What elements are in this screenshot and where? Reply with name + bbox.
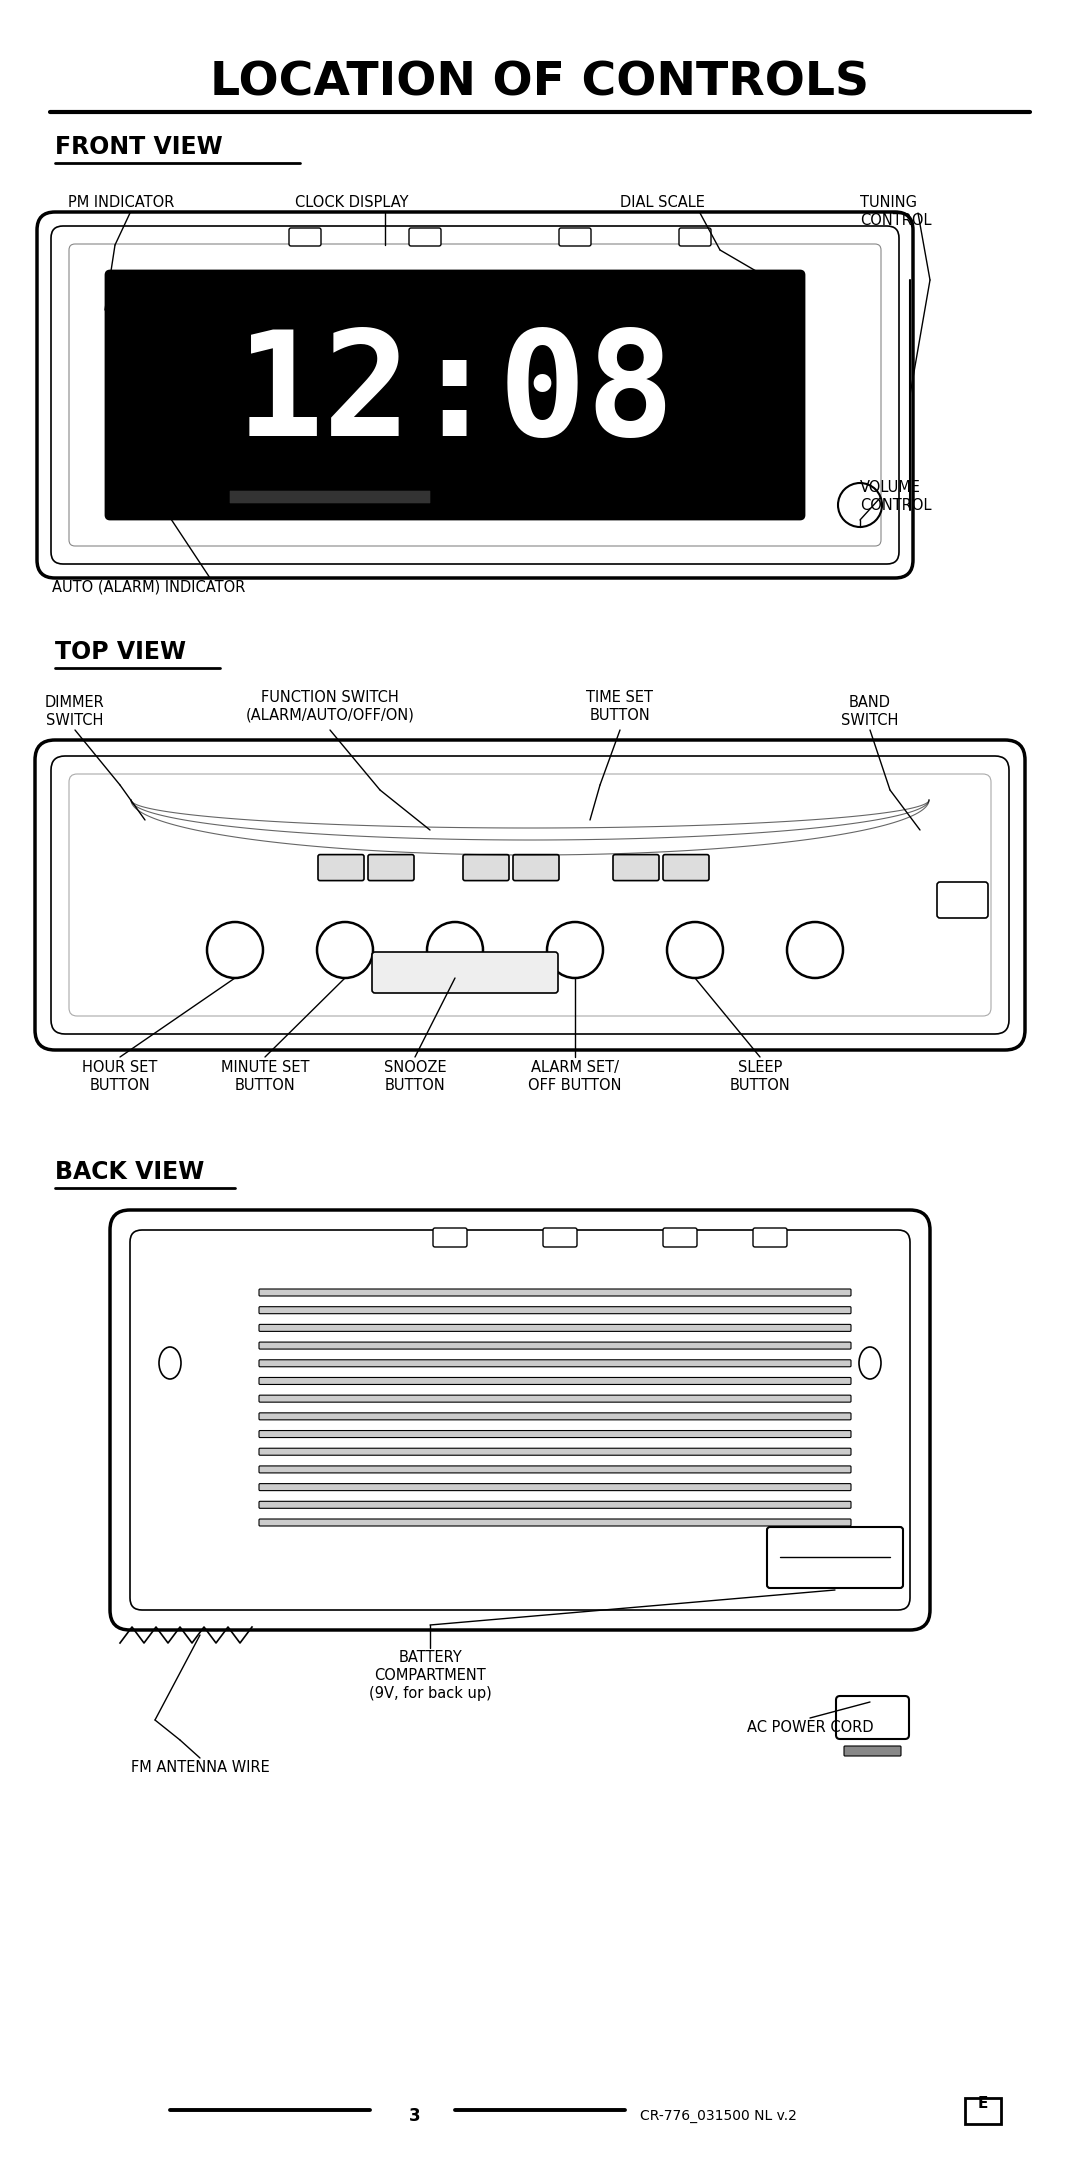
FancyBboxPatch shape: [368, 855, 414, 880]
FancyBboxPatch shape: [409, 229, 441, 246]
Text: E: E: [977, 2095, 988, 2111]
Text: DIAL SCALE: DIAL SCALE: [620, 194, 705, 209]
FancyBboxPatch shape: [679, 229, 711, 246]
FancyBboxPatch shape: [372, 952, 558, 993]
Text: MINUTE SET
BUTTON: MINUTE SET BUTTON: [220, 1060, 309, 1092]
Text: 12:08: 12:08: [235, 324, 675, 466]
FancyBboxPatch shape: [937, 883, 988, 917]
Text: CLOCK DISPLAY: CLOCK DISPLAY: [295, 194, 408, 209]
Text: 3: 3: [409, 2106, 421, 2126]
Circle shape: [787, 921, 843, 978]
FancyBboxPatch shape: [259, 1288, 851, 1297]
Text: FUNCTION SWITCH
(ALARM/AUTO/OFF/ON): FUNCTION SWITCH (ALARM/AUTO/OFF/ON): [245, 691, 415, 723]
FancyBboxPatch shape: [836, 1696, 909, 1739]
FancyBboxPatch shape: [259, 1377, 851, 1385]
FancyBboxPatch shape: [318, 855, 364, 880]
Text: ALARM SET/
OFF BUTTON: ALARM SET/ OFF BUTTON: [528, 1060, 622, 1092]
FancyBboxPatch shape: [51, 227, 899, 563]
FancyBboxPatch shape: [613, 855, 659, 880]
Text: BATTERY
COMPARTMENT
(9V, for back up): BATTERY COMPARTMENT (9V, for back up): [368, 1651, 491, 1701]
Text: PM INDICATOR: PM INDICATOR: [68, 194, 174, 209]
FancyBboxPatch shape: [559, 229, 591, 246]
FancyBboxPatch shape: [259, 1483, 851, 1491]
Text: SNOOZE
BUTTON: SNOOZE BUTTON: [383, 1060, 446, 1092]
FancyBboxPatch shape: [259, 1413, 851, 1420]
FancyBboxPatch shape: [259, 1448, 851, 1454]
FancyBboxPatch shape: [35, 740, 1025, 1051]
FancyBboxPatch shape: [463, 855, 509, 880]
Circle shape: [318, 921, 373, 978]
FancyBboxPatch shape: [289, 229, 321, 246]
FancyBboxPatch shape: [767, 1528, 903, 1588]
Text: BACK VIEW: BACK VIEW: [55, 1161, 204, 1185]
FancyBboxPatch shape: [753, 1228, 787, 1247]
FancyBboxPatch shape: [433, 1228, 467, 1247]
Text: FM ANTENNA WIRE: FM ANTENNA WIRE: [131, 1761, 269, 1776]
FancyBboxPatch shape: [663, 1228, 697, 1247]
Text: CR-776_031500 NL v.2: CR-776_031500 NL v.2: [640, 2108, 797, 2123]
FancyBboxPatch shape: [69, 244, 881, 546]
Text: DIMMER
SWITCH: DIMMER SWITCH: [45, 695, 105, 727]
FancyBboxPatch shape: [259, 1502, 851, 1508]
Text: BAND
SWITCH: BAND SWITCH: [841, 695, 899, 727]
Bar: [966, 2098, 1001, 2123]
Text: AUTO (ALARM) INDICATOR: AUTO (ALARM) INDICATOR: [52, 581, 245, 596]
Text: TOP VIEW: TOP VIEW: [55, 641, 186, 665]
FancyBboxPatch shape: [259, 1325, 851, 1331]
Text: LOCATION OF CONTROLS: LOCATION OF CONTROLS: [211, 60, 869, 106]
Text: TUNING
CONTROL: TUNING CONTROL: [860, 194, 931, 229]
FancyBboxPatch shape: [543, 1228, 577, 1247]
FancyBboxPatch shape: [259, 1360, 851, 1366]
Circle shape: [207, 921, 264, 978]
FancyBboxPatch shape: [259, 1396, 851, 1403]
Text: SLEEP
BUTTON: SLEEP BUTTON: [730, 1060, 791, 1092]
FancyBboxPatch shape: [259, 1308, 851, 1314]
Text: HOUR SET
BUTTON: HOUR SET BUTTON: [82, 1060, 158, 1092]
Text: TIME SET
BUTTON: TIME SET BUTTON: [586, 691, 653, 723]
Text: VOLUME
CONTROL: VOLUME CONTROL: [860, 479, 931, 514]
Ellipse shape: [859, 1347, 881, 1379]
FancyBboxPatch shape: [106, 272, 804, 520]
FancyBboxPatch shape: [259, 1519, 851, 1526]
Circle shape: [838, 483, 882, 527]
FancyBboxPatch shape: [663, 855, 708, 880]
FancyBboxPatch shape: [513, 855, 559, 880]
Circle shape: [427, 921, 483, 978]
FancyBboxPatch shape: [843, 1746, 901, 1757]
Circle shape: [546, 921, 603, 978]
FancyBboxPatch shape: [51, 755, 1009, 1034]
FancyBboxPatch shape: [259, 1342, 851, 1349]
Ellipse shape: [159, 1347, 181, 1379]
FancyBboxPatch shape: [130, 1230, 910, 1610]
Circle shape: [667, 921, 723, 978]
Text: FRONT VIEW: FRONT VIEW: [55, 136, 222, 160]
FancyBboxPatch shape: [259, 1431, 851, 1437]
Text: AC POWER CORD: AC POWER CORD: [746, 1720, 874, 1735]
FancyBboxPatch shape: [259, 1465, 851, 1474]
FancyBboxPatch shape: [110, 1211, 930, 1629]
FancyBboxPatch shape: [37, 211, 913, 578]
FancyBboxPatch shape: [229, 490, 431, 505]
FancyBboxPatch shape: [69, 775, 991, 1016]
